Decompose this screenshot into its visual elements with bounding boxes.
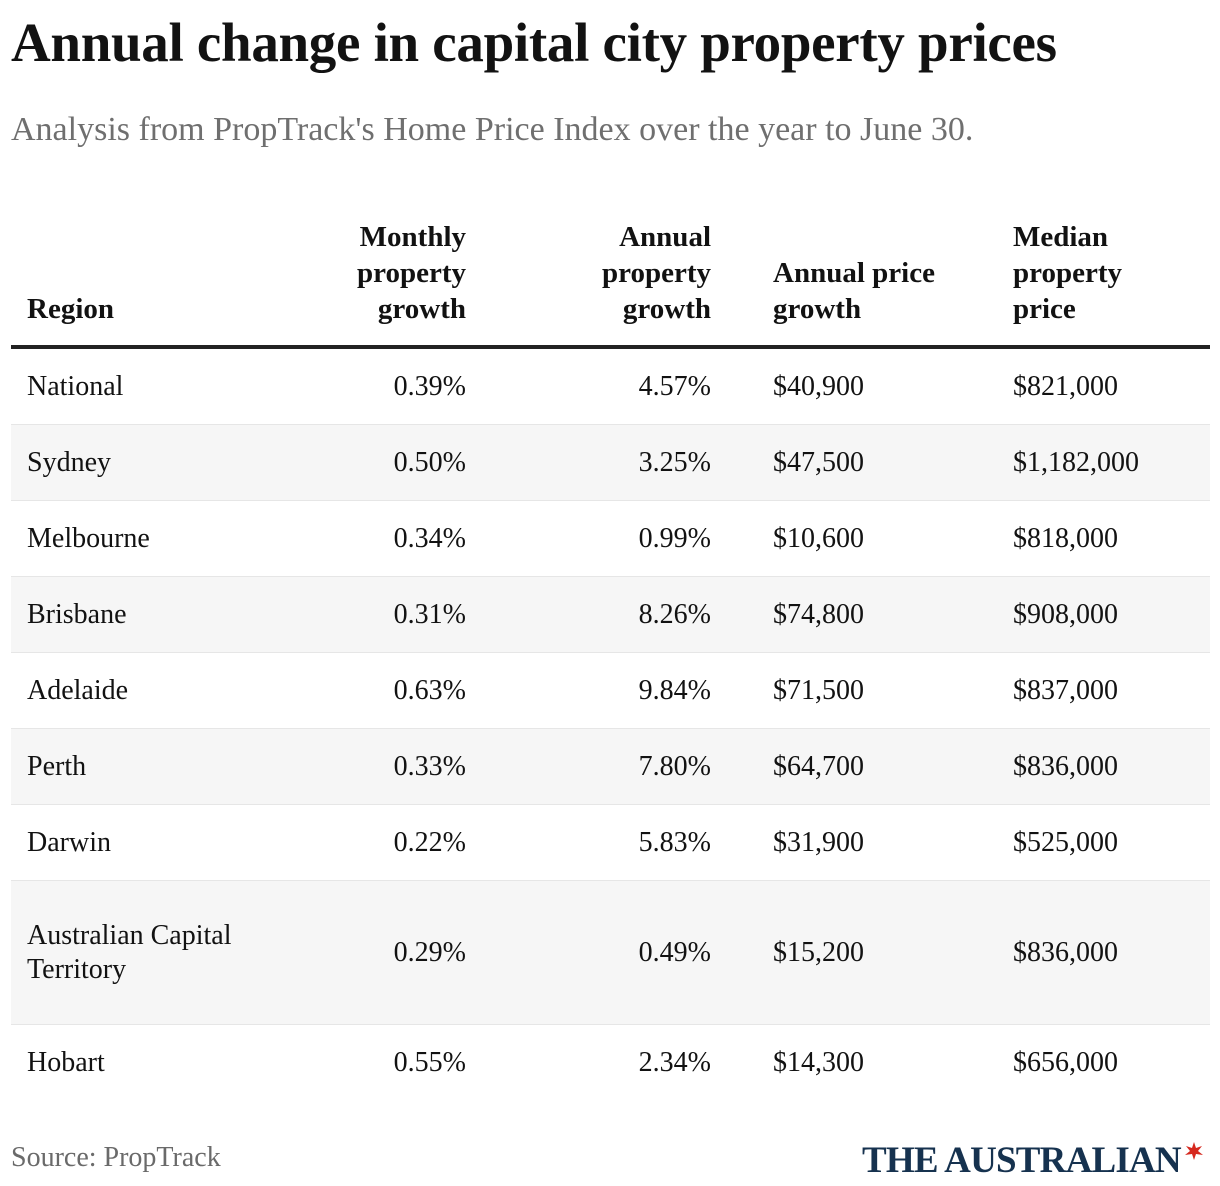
- column-header-median-price: Median property price: [951, 205, 1210, 349]
- cell-annual-price-growth: $71,500: [711, 652, 951, 729]
- cell-annual-growth: 2.34%: [638, 1046, 711, 1078]
- table-row: Sydney 0.50% 3.25% $47,500 $1,182,000: [11, 424, 1210, 501]
- cell-median-price: $818,000: [951, 500, 1210, 577]
- table-row: National 0.39% 4.57% $40,900 $821,000: [11, 347, 1210, 425]
- cell-region: Adelaide: [11, 652, 266, 729]
- cell-region: Brisbane: [11, 576, 266, 653]
- cell-annual-price-growth: $14,300: [773, 1046, 864, 1078]
- price-table: Region Monthly property growth Annual pr…: [11, 205, 1210, 1100]
- cell-annual-price-growth: $64,700: [711, 728, 951, 805]
- cell-median-price: $836,000: [951, 728, 1210, 805]
- cell-region: Darwin: [11, 804, 266, 881]
- table-row: Adelaide 0.63% 9.84% $71,500 $837,000: [11, 652, 1210, 729]
- cell-monthly-growth: 0.39%: [266, 347, 466, 425]
- cell-region: Sydney: [11, 424, 266, 501]
- chart-subtitle: Analysis from PropTrack's Home Price Ind…: [11, 111, 974, 148]
- table-header-row: Region Monthly property growth Annual pr…: [11, 205, 1210, 349]
- column-header-monthly-growth: Monthly property growth: [266, 205, 466, 349]
- source-note: Source: PropTrack: [11, 1142, 221, 1173]
- cell-annual-growth: 0.49%: [466, 880, 711, 1025]
- cell-monthly-growth: 0.33%: [266, 728, 466, 805]
- flame-icon: [1184, 1142, 1203, 1160]
- cell-median-price: $656,000: [1013, 1046, 1118, 1078]
- brand-logo: THE AUSTRALIAN: [862, 1137, 1204, 1185]
- cell-monthly-growth: 0.34%: [266, 500, 466, 577]
- column-header-text: Annual price growth: [773, 257, 935, 325]
- cell-median-price: $821,000: [951, 347, 1210, 425]
- table-body: National 0.39% 4.57% $40,900 $821,000 Sydney 0…: [11, 347, 1210, 1100]
- cell-region: Melbourne: [11, 500, 266, 577]
- table-row: Perth 0.33% 7.80% $64,700 $836,000: [11, 728, 1210, 805]
- column-header-annual-price-growth: Annual price growth: [711, 205, 951, 349]
- cell-annual-price-growth: $40,900: [711, 347, 951, 425]
- cell-monthly-growth: 0.50%: [266, 424, 466, 501]
- cell-annual-price-growth: $31,900: [711, 804, 951, 881]
- cell-monthly-growth: 0.63%: [266, 652, 466, 729]
- chart-title: Annual change in capital city property p…: [11, 12, 1057, 73]
- table-row: Brisbane 0.31% 8.26% $74,800 $908,000: [11, 576, 1210, 653]
- cell-median-price: $908,000: [951, 576, 1210, 653]
- cell-annual-growth: 3.25%: [466, 424, 711, 501]
- cell-median-price: $525,000: [951, 804, 1210, 881]
- column-header-text: Annual property growth: [601, 221, 711, 325]
- column-header-text: Monthly property growth: [356, 221, 466, 325]
- cell-monthly-growth: 0.55%: [393, 1046, 466, 1078]
- brand-name: THE AUSTRALIAN: [862, 1140, 1182, 1181]
- cell-median-price: $836,000: [951, 880, 1210, 1025]
- table-row: Hobart 0.55% 2.34% $14,300 $656,000: [11, 1025, 1210, 1101]
- cell-monthly-growth: 0.22%: [266, 804, 466, 881]
- cell-annual-growth: 5.83%: [466, 804, 711, 881]
- table-row: Melbourne 0.34% 0.99% $10,600 $818,000: [11, 500, 1210, 577]
- cell-annual-price-growth: $15,200: [711, 880, 951, 1025]
- cell-annual-price-growth: $74,800: [711, 576, 951, 653]
- table-row: Australian Capital Territory 0.29% 0.49% $1…: [11, 880, 1210, 1025]
- cell-annual-growth: 7.80%: [466, 728, 711, 805]
- cell-annual-growth: 9.84%: [466, 652, 711, 729]
- cell-monthly-growth: 0.29%: [266, 880, 466, 1025]
- cell-region: Hobart: [27, 1046, 105, 1078]
- cell-annual-price-growth: $47,500: [711, 424, 951, 501]
- cell-median-price: $1,182,000: [951, 424, 1210, 501]
- cell-annual-growth: 0.99%: [466, 500, 711, 577]
- cell-median-price: $837,000: [951, 652, 1210, 729]
- cell-annual-price-growth: $10,600: [711, 500, 951, 577]
- cell-annual-growth: 8.26%: [466, 576, 711, 653]
- cell-region: National: [11, 347, 266, 425]
- column-header-text: Median property price: [1013, 221, 1123, 325]
- cell-region: Australian Capital Territory: [11, 880, 266, 1025]
- table-row: Darwin 0.22% 5.83% $31,900 $525,000: [11, 804, 1210, 881]
- cell-region: Perth: [11, 728, 266, 805]
- cell-annual-growth: 4.57%: [466, 347, 711, 425]
- column-header-region: Region: [11, 205, 266, 349]
- column-header-annual-growth: Annual property growth: [466, 205, 711, 349]
- cell-monthly-growth: 0.31%: [266, 576, 466, 653]
